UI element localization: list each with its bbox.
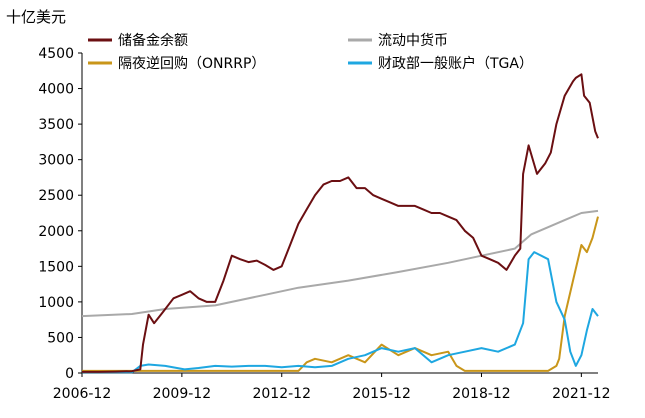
series-line-3 (82, 216, 599, 372)
y-tick-label: 2500 (38, 188, 74, 204)
x-tick-label: 2021-12 (552, 386, 611, 402)
x-tick-label: 2015-12 (352, 386, 411, 402)
axes: 0 500 1000 1500 2000 2500 3000 3500 4000 4500 2006… (38, 46, 610, 402)
series-line-1 (82, 73, 599, 373)
y-tick-label: 1500 (38, 259, 74, 275)
series-line-4 (82, 251, 599, 374)
x-tick-label: 2012-12 (252, 386, 311, 402)
y-tick-label: 2000 (38, 224, 74, 240)
legend-label-2: 流动中货币 (378, 32, 448, 49)
legend-label-1: 储备金余额 (118, 32, 188, 49)
y-tick-label: 3000 (38, 153, 74, 169)
y-tick-label: 4500 (38, 46, 74, 62)
y-tick-label: 3500 (38, 117, 74, 133)
y-tick-label: 0 (65, 366, 74, 382)
y-tick-label: 1000 (38, 295, 74, 311)
y-axis-unit-label: 十亿美元 (6, 8, 67, 26)
y-tick-label: 500 (47, 330, 74, 346)
x-tick-label: 2006-12 (53, 386, 112, 402)
x-tick-label: 2009-12 (153, 386, 212, 402)
series-line-2 (81, 209, 599, 318)
series-layer (81, 73, 599, 374)
legend-label-4: 财政部一般账户（TGA） (378, 55, 533, 72)
y-tick-label: 4000 (38, 82, 74, 98)
x-tick-label: 2018-12 (452, 386, 511, 402)
legend-label-3: 隔夜逆回购（ONRRP） (118, 56, 265, 72)
